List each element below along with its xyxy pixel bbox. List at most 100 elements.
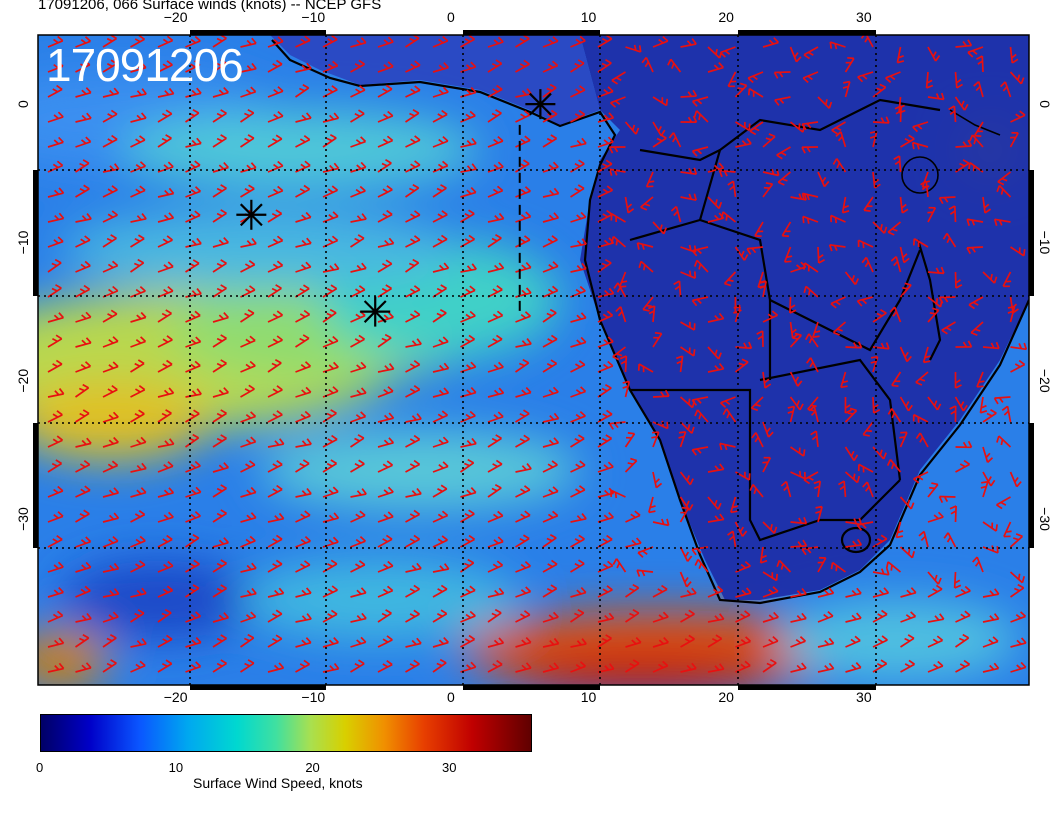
wind-barb — [727, 530, 737, 548]
wind-barb — [835, 131, 847, 148]
wind-barb — [542, 60, 559, 73]
wind-barb — [405, 434, 421, 448]
wind-barb — [157, 634, 173, 648]
wind-barb — [759, 546, 768, 564]
graticule — [38, 35, 1029, 685]
wind-barb — [515, 485, 531, 498]
wind-barb — [75, 361, 92, 373]
wind-barb — [322, 335, 339, 348]
wind-barb — [612, 346, 627, 361]
wind-barb — [872, 446, 887, 460]
wind-barb — [872, 568, 890, 576]
wind-barb — [350, 285, 366, 298]
lon-tick-label: 20 — [718, 9, 734, 25]
wind-barb — [130, 258, 145, 273]
wind-barb — [157, 35, 174, 48]
storm-marker — [236, 199, 267, 230]
wind-barb — [693, 259, 709, 273]
wind-barb — [47, 212, 65, 223]
wind-barb — [432, 658, 447, 673]
wind-barb — [542, 386, 559, 398]
wind-barb — [979, 396, 988, 414]
wind-barb — [157, 261, 174, 273]
wind-barb — [954, 71, 964, 89]
wind-barb — [267, 36, 284, 48]
wind-barb — [405, 60, 421, 73]
wind-barb — [570, 534, 585, 548]
wind-barb — [570, 638, 587, 648]
wind-barb — [405, 562, 422, 573]
wind-barb — [642, 296, 654, 312]
wind-barb — [885, 561, 902, 573]
wind-barb — [570, 109, 586, 123]
wind-barb — [920, 180, 929, 198]
wind-barb — [377, 209, 393, 223]
wind-barb — [749, 484, 764, 498]
wind-barb — [377, 486, 394, 498]
wind-barb — [900, 634, 915, 648]
wind-barb — [515, 561, 531, 573]
wind-barb — [624, 457, 638, 473]
wind-barb — [267, 559, 283, 573]
wind-barb — [130, 637, 147, 648]
wind-barb — [377, 437, 395, 448]
wind-barb — [185, 186, 202, 198]
wind-barb — [240, 360, 256, 373]
wind-barb — [405, 360, 421, 373]
wind-barb — [912, 238, 929, 248]
wind-barb — [610, 489, 626, 499]
wind-barb — [515, 387, 532, 398]
wind-barb — [350, 161, 367, 173]
wind-barb — [267, 385, 283, 398]
wind-barb — [405, 637, 422, 648]
wind-barb — [515, 636, 532, 648]
wind-barb — [735, 610, 751, 623]
wind-barb — [157, 438, 175, 448]
wind-barb — [102, 361, 119, 373]
wind-barb — [240, 309, 255, 323]
wind-barb — [295, 112, 312, 123]
wind-barb — [267, 260, 284, 273]
wind-barb — [102, 385, 118, 398]
wind-barb — [844, 446, 859, 461]
wind-barb — [619, 355, 628, 373]
wind-barb — [130, 62, 147, 73]
wind-barb — [460, 509, 475, 523]
wind-barb — [707, 346, 722, 360]
wind-barbs — [47, 35, 1028, 673]
wind-barb — [432, 584, 448, 598]
wind-barb — [570, 460, 586, 473]
wind-barb — [668, 132, 682, 148]
wind-barb — [130, 234, 145, 248]
wind-barb — [624, 432, 636, 448]
wind-barb — [157, 212, 175, 223]
wind-barb — [267, 358, 282, 373]
wind-barb — [212, 462, 230, 473]
wind-barb — [637, 363, 654, 373]
wind-barb — [707, 162, 725, 173]
wind-barb — [542, 359, 558, 373]
wind-barb — [812, 321, 821, 339]
wind-barb — [130, 359, 145, 373]
wind-barb — [973, 80, 984, 98]
wind-barb — [625, 636, 642, 648]
wind-barb — [845, 341, 863, 349]
wind-barb — [1009, 46, 1019, 64]
wind-barb — [157, 487, 175, 498]
wind-barb — [350, 334, 365, 348]
colorbar-tick-label: 10 — [168, 760, 184, 775]
wind-barb — [815, 505, 823, 523]
wind-barb — [295, 459, 310, 473]
wind-barb — [679, 471, 694, 486]
wind-barb — [597, 159, 613, 173]
wind-barb — [295, 536, 311, 548]
wind-barb — [615, 306, 627, 323]
lon-tick-label: 0 — [447, 9, 455, 25]
wind-barb — [872, 309, 887, 323]
wind-barb — [75, 437, 92, 448]
wind-barb — [597, 612, 615, 623]
wind-barb — [130, 409, 145, 423]
wind-barb — [75, 662, 92, 673]
wind-barb — [542, 83, 557, 98]
